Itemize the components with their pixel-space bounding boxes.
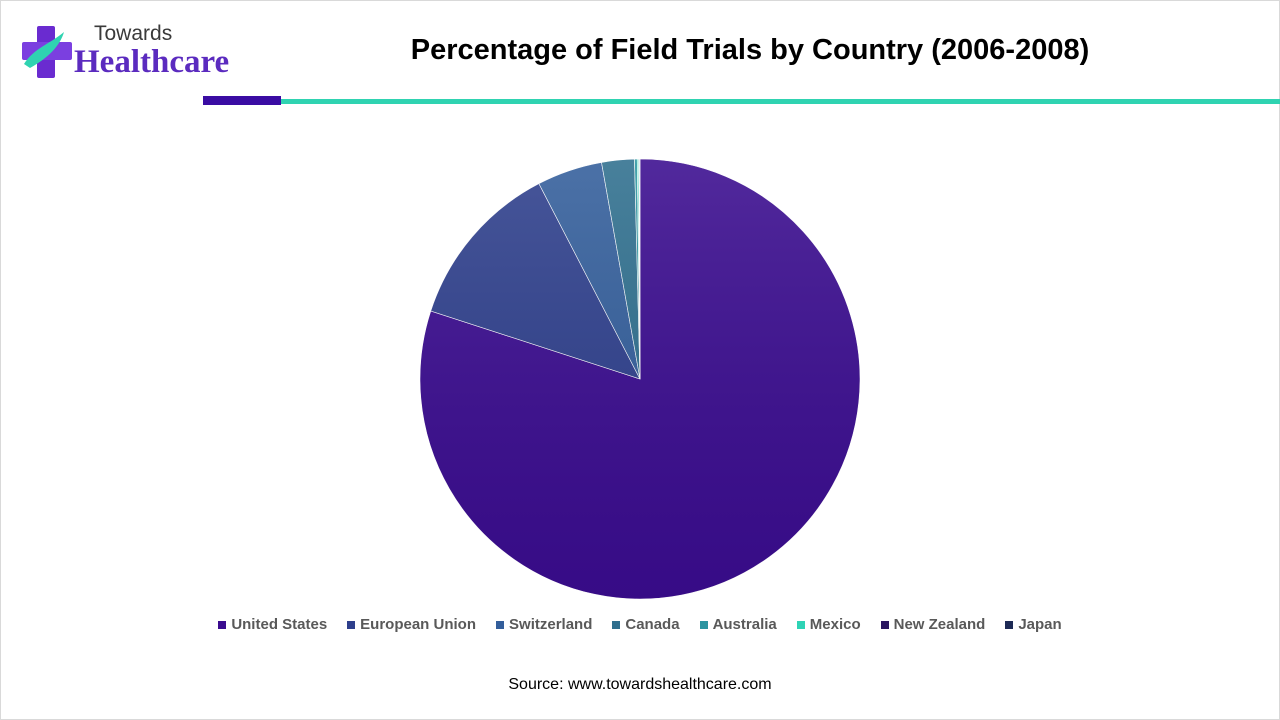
accent-bar-teal [281, 99, 1280, 104]
legend-item-switzerland: Switzerland [496, 616, 592, 633]
brand-line-2: Healthcare [74, 44, 230, 80]
pie-slices [419, 158, 861, 600]
legend-swatch [880, 620, 889, 629]
legend-swatch [1005, 620, 1014, 629]
legend-label: New Zealand [893, 616, 986, 633]
brand-line-1: Towards [94, 22, 173, 45]
legend-label: Japan [1018, 616, 1062, 633]
brand-logo: Towards Healthcare [20, 22, 240, 84]
legend-label: Mexico [809, 616, 861, 633]
legend-swatch [218, 620, 227, 629]
legend-item-european-union: European Union [347, 616, 476, 633]
legend-item-new-zealand: New Zealand [880, 616, 986, 633]
legend-swatch [496, 620, 505, 629]
source-note: Source: www.towardshealthcare.com [508, 676, 772, 693]
legend-label: European Union [360, 616, 477, 633]
legend-swatch [699, 620, 708, 629]
chart-title: Percentage of Field Trials by Country (2… [410, 34, 1090, 66]
legend-label: United States [231, 616, 328, 633]
legend-label: Australia [712, 616, 777, 633]
legend-item-australia: Australia [699, 616, 777, 633]
legend-item-united-states: United States [218, 616, 327, 633]
legend-label: Switzerland [509, 616, 593, 633]
legend-swatch [347, 620, 356, 629]
legend-swatch [612, 620, 621, 629]
legend-item-mexico: Mexico [796, 616, 861, 633]
chart-legend: United States European Union Switzerland Ca… [0, 616, 1280, 633]
medical-cross-icon [22, 26, 72, 78]
legend-item-japan: Japan [1005, 616, 1062, 633]
legend-swatch [796, 620, 805, 629]
legend-item-canada: Canada [612, 616, 680, 633]
legend-label: Canada [625, 616, 680, 633]
accent-bar-purple [203, 96, 281, 105]
